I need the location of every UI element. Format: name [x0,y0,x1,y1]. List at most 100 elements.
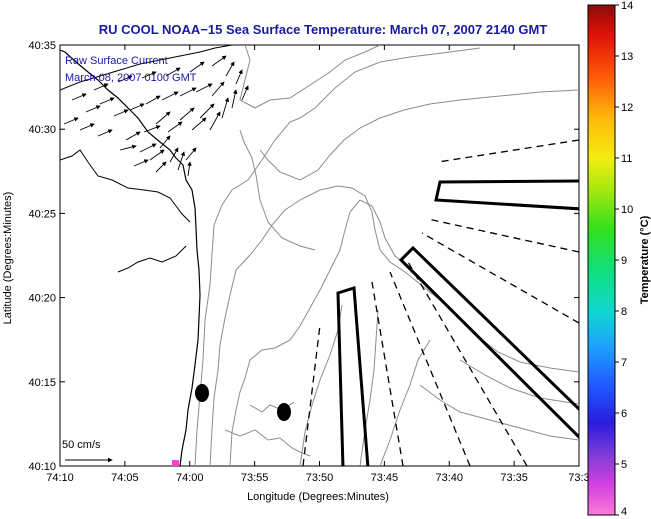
colorbar-tick-label: 10 [621,204,633,216]
dashed-track [389,271,471,466]
dashed-tracks [302,139,579,466]
current-vector [93,83,109,91]
current-vector [117,75,133,83]
current-vector [241,85,249,101]
current-vector [165,67,181,77]
colorbar [587,4,616,516]
contour-line [224,429,311,457]
current-vector [221,97,230,119]
dashed-track [427,218,579,253]
contour-line [239,45,381,109]
scale-label: 50 cm/s [62,439,101,451]
x-tick-label: 73:35 [500,472,528,484]
current-vector [99,97,115,105]
current-vector [141,71,157,79]
current-vector [161,91,179,101]
current-label: Raw Surface Current [65,55,168,67]
coastline-inland [60,149,191,223]
current-vector [235,69,243,85]
current-vector [191,117,207,131]
dashed-track [407,261,528,466]
current-vector [85,105,101,113]
contour-line [419,384,579,441]
contour-line [239,129,316,251]
y-tick-label: 40:35 [28,40,56,52]
current-vector [177,151,185,171]
x-tick-label: 73:40 [435,472,463,484]
current-vector [159,135,171,149]
x-tick-label: 73:50 [306,472,334,484]
chart-title: RU COOL NOAA−15 Sea Surface Temperature:… [99,22,548,37]
y-tick-label: 40:15 [28,377,56,389]
current-vector [195,83,213,93]
current-vector [149,149,165,161]
current-vector [189,61,205,73]
current-vector [155,111,171,125]
current-vector [225,61,235,77]
plot-frame [59,44,580,467]
sampling-box [398,245,579,440]
coastline-inland [60,45,233,91]
current-vectors [63,55,249,177]
x-tick-label: 74:00 [176,472,204,484]
current-vector [145,95,161,105]
contour-line [229,199,411,466]
station-marker [195,384,209,402]
colorbar-ticks: 4 5 6 7 8 9 10 11 12 13 14 [615,0,633,518]
sampling-boxes [336,179,579,466]
y-axis-ticks: 40:35 40:30 40:25 40:20 40:15 40:10 [28,40,579,473]
current-vector [63,117,79,125]
dashed-track [421,232,579,324]
y-axis-label: Latitude (Degrees:Minutes) [2,192,14,325]
y-tick-label: 40:10 [28,461,56,473]
current-vector [211,55,227,67]
colorbar-tick-label: 12 [621,102,633,114]
contour-line [259,89,579,181]
current-vector [199,103,215,119]
y-tick-label: 40:20 [28,293,56,305]
current-vector [129,103,145,111]
current-vector [209,111,221,131]
x-tick-label: 74:10 [46,472,74,484]
current-vector [133,159,149,167]
current-vector [79,123,95,131]
colorbar-tick-label: 4 [621,506,627,518]
current-vector [113,109,129,117]
colorbar-tick-label: 14 [621,0,633,12]
sampling-box [434,179,579,211]
sst-pixel-patch [172,460,179,466]
current-vector [169,147,179,163]
contour-line [459,359,579,405]
current-vector [179,87,197,97]
current-vector [179,107,195,121]
y-tick-label: 40:25 [28,208,56,220]
colorbar-tick-label: 9 [621,255,627,267]
station-marker [277,403,291,421]
current-vector [125,131,141,141]
contour-line [379,339,431,466]
current-vector [211,81,225,97]
current-vector [139,143,157,153]
colorbar-tick-label: 7 [621,357,627,369]
current-vector [231,89,238,109]
sampling-box [336,286,370,466]
y-tick-label: 40:30 [28,124,56,136]
current-vector [71,93,87,101]
x-tick-label: 74:05 [111,472,139,484]
current-vector [185,147,197,161]
colorbar-tick-label: 11 [621,153,632,165]
colorbar-tick-label: 13 [621,51,633,63]
colorbar-label: Temperature (°C) [639,215,651,304]
bathymetry-contours [194,45,579,466]
coastline-inland [117,245,187,273]
current-vector [97,129,113,137]
colorbar-tick-label: 5 [621,459,627,471]
colorbar-tick-label: 6 [621,408,627,420]
current-timestamp: March 08, 2007 0100 GMT [65,72,197,84]
current-vector [167,121,183,133]
colorbar-tick-label: 8 [621,306,627,318]
current-vector [155,161,167,173]
map-layer [60,45,579,466]
current-vector [143,125,161,133]
